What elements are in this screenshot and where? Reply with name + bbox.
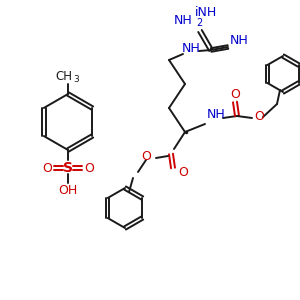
- Text: NH: NH: [174, 14, 192, 28]
- Text: NH: NH: [207, 109, 225, 122]
- Text: NH: NH: [230, 34, 248, 47]
- Text: NH: NH: [182, 41, 200, 55]
- Text: CH: CH: [56, 70, 73, 83]
- Text: O: O: [254, 110, 264, 124]
- Text: S: S: [63, 161, 73, 175]
- Text: O: O: [84, 161, 94, 175]
- Text: O: O: [42, 161, 52, 175]
- Text: O: O: [178, 166, 188, 178]
- Text: 2: 2: [196, 18, 202, 28]
- Text: O: O: [141, 151, 151, 164]
- Text: iNH: iNH: [195, 5, 217, 19]
- Text: OH: OH: [58, 184, 78, 196]
- Text: O: O: [230, 88, 240, 101]
- Text: 3: 3: [73, 76, 79, 85]
